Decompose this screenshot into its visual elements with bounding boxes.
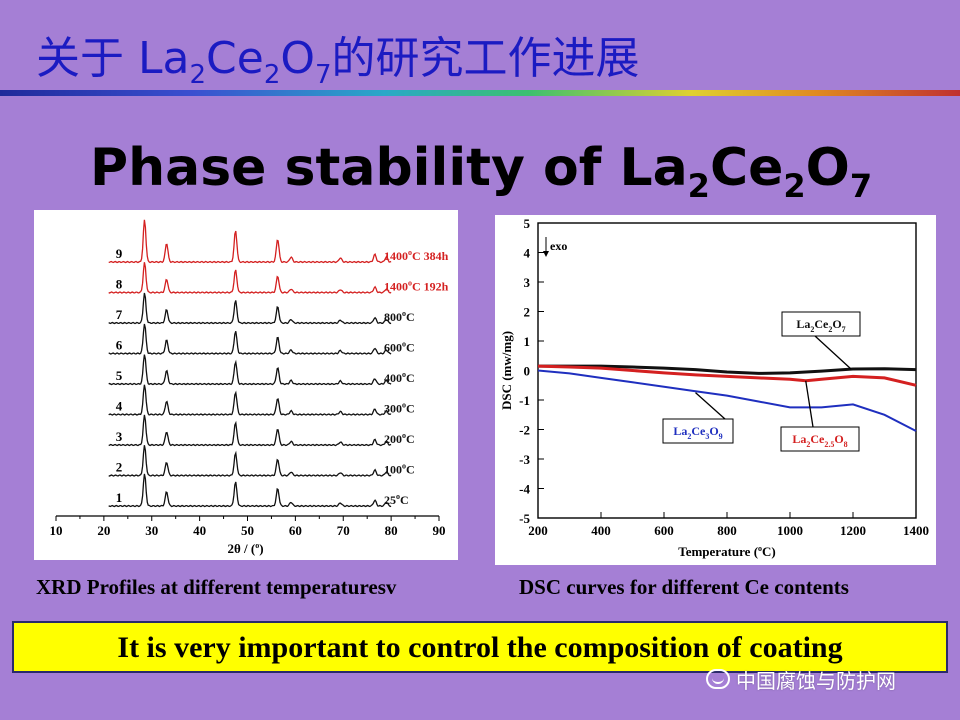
dsc-series-La2Ce2.5O8 [537, 364, 917, 387]
dsc-y-tick-label: -4 [519, 482, 530, 497]
xrd-series-label: 800oC [384, 309, 415, 324]
xrd-x-tick-label: 30 [145, 523, 158, 538]
dsc-legend-box [780, 426, 860, 452]
xrd-x-axis-label: 2θ / (o) [227, 541, 263, 556]
dsc-legend-box [662, 418, 734, 444]
xrd-chart-panel: 1 25oC 2 100oC 3 200oC 4 300oC 5 400oC 6 600oC 7 800o… [34, 210, 458, 560]
dsc-y-tick-label: 1 [524, 334, 531, 349]
xrd-series-9 [108, 219, 392, 264]
dsc-y-tick-label: 3 [524, 275, 531, 290]
xrd-series-index: 4 [116, 399, 123, 414]
dsc-legend-arrow [695, 392, 726, 420]
watermark-text: 中国腐蚀与防护网 [736, 668, 896, 693]
xrd-series-2 [108, 445, 392, 477]
xrd-series-8 [108, 262, 392, 294]
xrd-series-6 [108, 323, 392, 355]
xrd-x-tick-label: 70 [337, 523, 350, 538]
dsc-y-tick-label: -1 [519, 393, 530, 408]
xrd-series-1 [108, 473, 392, 508]
dsc-x-tick-label: 1000 [777, 523, 803, 538]
dsc-y-tick-label: 0 [524, 364, 531, 379]
xrd-x-tick-label: 10 [50, 523, 63, 538]
dsc-legend-label: La2Ce2O7 [796, 317, 845, 334]
xrd-caption: XRD Profiles at different temperaturesv [36, 575, 397, 599]
xrd-series-index: 3 [116, 429, 123, 444]
dsc-series-La2Ce3O9 [537, 369, 917, 432]
dsc-exo-arrowhead [543, 251, 549, 257]
dsc-y-tick-label: -2 [519, 423, 530, 438]
dsc-caption: DSC curves for different Ce contents [519, 575, 849, 599]
xrd-series-label: 100oC [384, 462, 415, 477]
dsc-series-La2Ce2O7 [538, 364, 917, 375]
watermark: 中国腐蚀与防护网 [706, 665, 896, 693]
xrd-series-5 [108, 354, 392, 386]
dsc-y-tick-label: -3 [519, 452, 530, 467]
xrd-series-index: 1 [116, 490, 123, 505]
xrd-series-index: 7 [116, 307, 123, 322]
dsc-legend-label: La2Ce3O9 [673, 424, 722, 441]
dsc-x-tick-label: 1400 [903, 523, 929, 538]
xrd-series-index: 2 [116, 460, 123, 475]
dsc-x-tick-label: 200 [528, 523, 548, 538]
xrd-x-tick-label: 50 [241, 523, 254, 538]
slide-heading: Phase stability of La2Ce2O7 [90, 138, 873, 205]
xrd-series-3 [108, 414, 392, 447]
dsc-y-tick-label: 2 [524, 305, 531, 320]
xrd-series-label: 1400oC 192h [384, 279, 449, 294]
xrd-series-label: 200oC [384, 431, 415, 446]
xrd-chart: 1 25oC 2 100oC 3 200oC 4 300oC 5 400oC 6 600oC 7 800o… [50, 219, 449, 556]
xrd-x-tick-label: 60 [289, 523, 302, 538]
dsc-x-tick-label: 800 [717, 523, 737, 538]
xrd-series-index: 6 [116, 338, 123, 353]
xrd-series-7 [108, 292, 392, 325]
dsc-legend-arrow [814, 335, 852, 370]
xrd-series-label: 1400oC 384h [384, 248, 449, 263]
xrd-x-tick-label: 80 [385, 523, 398, 538]
wechat-icon [706, 669, 730, 689]
rainbow-divider [0, 90, 960, 96]
xrd-series-index: 5 [116, 368, 123, 383]
dsc-y-tick-label: 5 [524, 216, 531, 231]
dsc-chart: 200 400 600 800 1000 1200 1400 -5 -4 -3 -2 -1 0 1 2 3 4 5… [499, 216, 929, 559]
dsc-legend-box [781, 311, 861, 337]
dsc-x-axis-label: Temperature (oC) [678, 544, 776, 559]
dsc-y-tick-label: 4 [524, 246, 531, 261]
xrd-series-label: 300oC [384, 401, 415, 416]
dsc-x-tick-label: 400 [591, 523, 611, 538]
dsc-x-tick-label: 600 [654, 523, 674, 538]
xrd-series-4 [108, 384, 392, 416]
dsc-y-axis-label: DSC (mw/mg) [499, 331, 514, 410]
dsc-legend-arrow [805, 380, 814, 428]
dsc-x-tick-label: 1200 [840, 523, 866, 538]
xrd-x-tick-label: 20 [97, 523, 110, 538]
xrd-x-tick-label: 90 [433, 523, 446, 538]
key-message-banner: It is very important to control the comp… [12, 621, 948, 673]
dsc-exo-annotation: exo [550, 239, 567, 253]
xrd-series-label: 400oC [384, 370, 415, 385]
dsc-chart-panel: 200 400 600 800 1000 1200 1400 -5 -4 -3 -2 -1 0 1 2 3 4 5… [495, 215, 936, 565]
dsc-y-tick-label: -5 [519, 511, 530, 526]
xrd-series-index: 8 [116, 277, 123, 292]
xrd-x-tick-label: 40 [193, 523, 206, 538]
xrd-series-index: 9 [116, 246, 123, 261]
dsc-legend-label: La2Ce2.5O8 [792, 432, 847, 449]
xrd-series-label: 600oC [384, 340, 415, 355]
xrd-series-label: 25oC [384, 492, 409, 507]
slide-title: 关于 La2Ce2O7的研究工作进展 [36, 33, 640, 90]
